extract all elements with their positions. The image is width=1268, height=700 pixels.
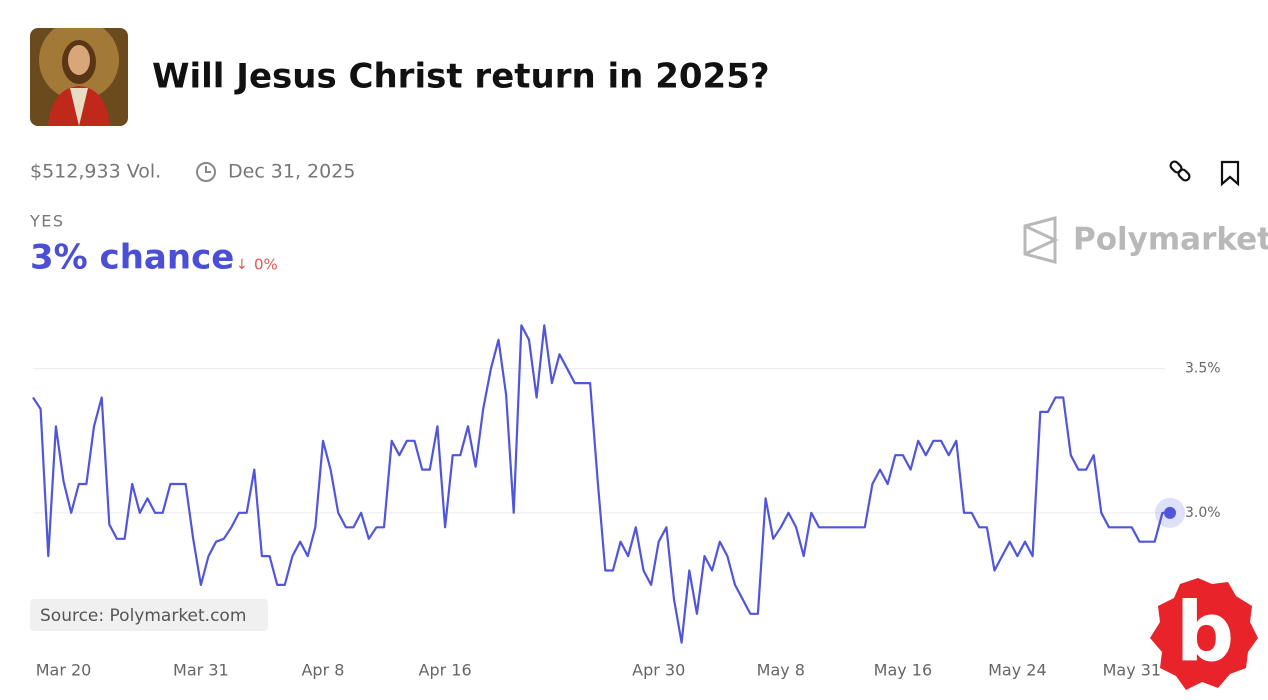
change: 0%: [254, 256, 278, 274]
chance: 3% chance: [30, 238, 234, 278]
x-tick-label: Apr 30: [632, 661, 685, 680]
y-tick-label: 3.5%: [1185, 361, 1221, 377]
source-box: [30, 599, 268, 631]
watermark: b: [1176, 585, 1235, 680]
market-image: [30, 28, 128, 126]
title: Will Jesus Christ return in 2025?: [152, 57, 770, 97]
series-line: [32, 324, 1170, 644]
volume: $512,933 Vol.: [30, 161, 161, 183]
brand: Polymarket: [1073, 222, 1268, 258]
brand-logo: [1023, 216, 1059, 264]
plot: 3.0% 3.5% Mar 20 Mar 31 Apr 8 Apr 16 Apr 30 May…: [32, 324, 1221, 680]
x-tick-label: May 16: [874, 661, 933, 680]
change-arrow: ↓: [236, 257, 248, 273]
x-tick-label: May 8: [757, 661, 805, 680]
source: Source: Polymarket.com: [40, 606, 246, 626]
outcome-label: YES: [29, 212, 65, 231]
x-tick-label: Apr 8: [301, 661, 344, 680]
x-tick-label: Mar 20: [36, 661, 92, 680]
bookmark-icon[interactable]: [1220, 160, 1240, 187]
clock-icon: [196, 162, 216, 182]
last-point: [1164, 506, 1176, 519]
x-tick-label: Apr 16: [419, 661, 472, 680]
watermark-logo: b: [1150, 578, 1258, 690]
x-tick-label: May 31: [1103, 661, 1162, 680]
end-date: Dec 31, 2025: [228, 161, 355, 183]
link-icon[interactable]: [1169, 160, 1191, 182]
x-tick-label: May 24: [988, 661, 1047, 680]
y-tick-label: 3.0%: [1185, 505, 1221, 521]
x-tick-label: Mar 31: [173, 661, 229, 680]
